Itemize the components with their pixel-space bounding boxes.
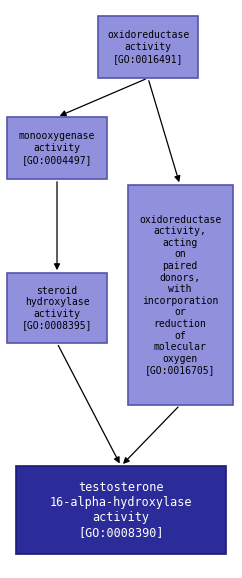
Text: oxidoreductase
activity
[GO:0016491]: oxidoreductase activity [GO:0016491] <box>107 31 189 64</box>
FancyBboxPatch shape <box>128 185 233 405</box>
FancyBboxPatch shape <box>16 466 226 554</box>
Text: testosterone
16-alpha-hydroxylase
activity
[GO:0008390]: testosterone 16-alpha-hydroxylase activi… <box>50 481 192 539</box>
Text: steroid
hydroxylase
activity
[GO:0008395]: steroid hydroxylase activity [GO:0008395… <box>22 286 92 331</box>
FancyBboxPatch shape <box>98 16 198 78</box>
Text: monooxygenase
activity
[GO:0004497]: monooxygenase activity [GO:0004497] <box>19 131 95 165</box>
FancyBboxPatch shape <box>7 273 107 343</box>
FancyBboxPatch shape <box>7 117 107 179</box>
Text: oxidoreductase
activity,
acting
on
paired
donors,
with
incorporation
or
reductio: oxidoreductase activity, acting on paire… <box>139 214 221 375</box>
